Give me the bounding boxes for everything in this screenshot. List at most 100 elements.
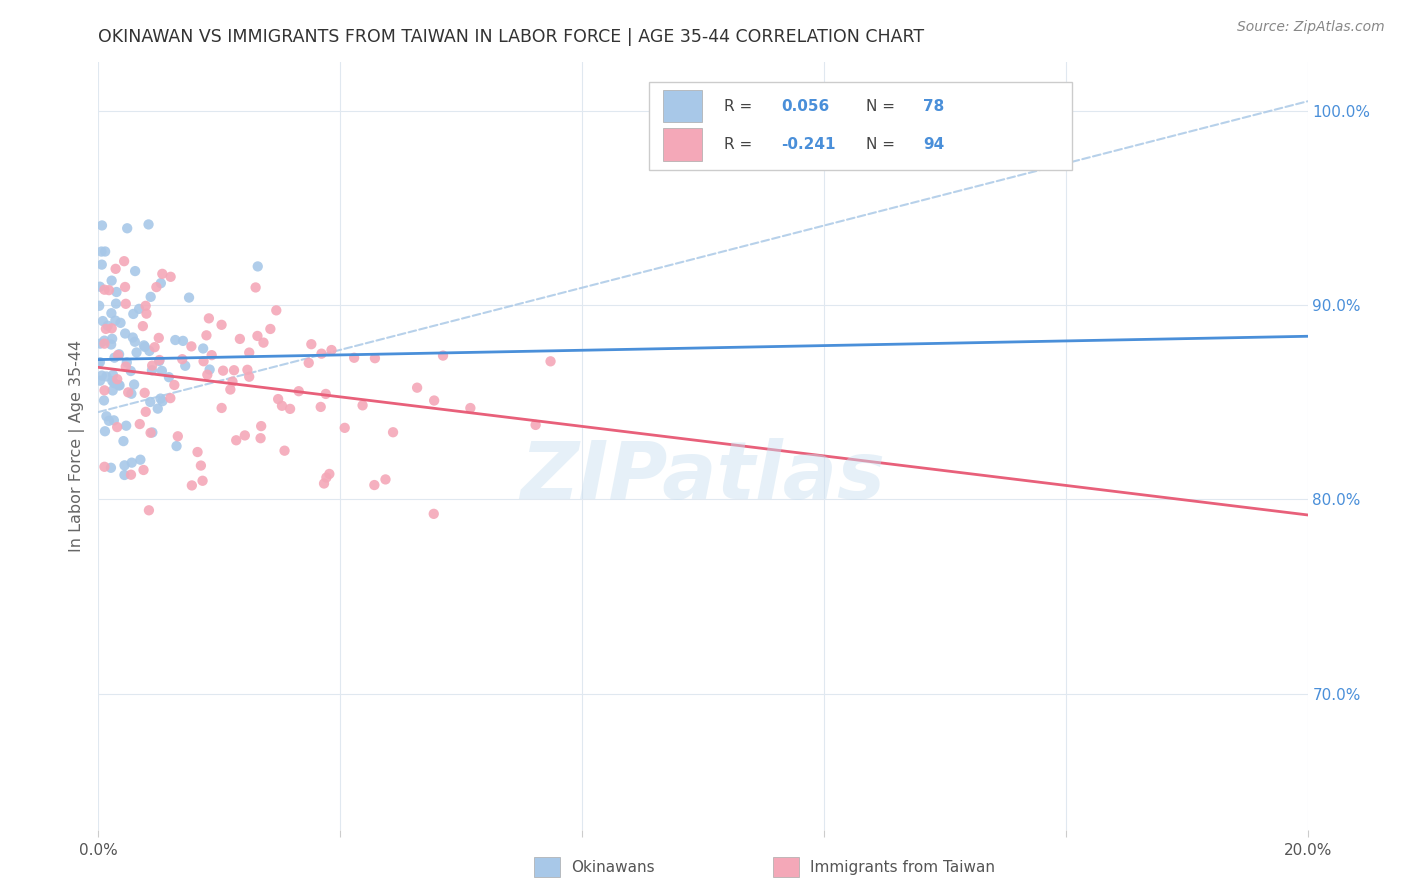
Text: OKINAWAN VS IMMIGRANTS FROM TAIWAN IN LABOR FORCE | AGE 35-44 CORRELATION CHART: OKINAWAN VS IMMIGRANTS FROM TAIWAN IN LA… — [98, 28, 925, 45]
Point — [159, 269, 181, 284]
Point — [141, 363, 163, 377]
Point — [180, 339, 202, 353]
Point — [103, 413, 125, 427]
Point — [382, 425, 405, 440]
Point — [432, 349, 454, 363]
Point — [124, 334, 146, 349]
Point — [103, 351, 125, 365]
Text: R =: R = — [724, 99, 756, 113]
Text: ZIPatlas: ZIPatlas — [520, 438, 886, 516]
Point — [233, 428, 256, 442]
Point — [246, 260, 269, 274]
Point — [120, 386, 142, 401]
Point — [89, 374, 111, 388]
Point — [105, 296, 128, 310]
Text: 94: 94 — [924, 137, 945, 152]
Point — [89, 355, 111, 369]
FancyBboxPatch shape — [648, 81, 1071, 169]
Point — [135, 299, 157, 313]
Point — [157, 370, 180, 384]
Point — [152, 394, 174, 409]
Point — [97, 318, 120, 333]
Point — [107, 348, 129, 362]
Point — [166, 429, 188, 443]
Point — [278, 401, 301, 416]
Point — [315, 387, 337, 401]
Point — [229, 332, 252, 346]
Text: Okinawans: Okinawans — [571, 860, 654, 874]
Point — [90, 244, 112, 259]
Text: -0.241: -0.241 — [782, 137, 837, 152]
Point — [122, 377, 145, 392]
Point — [187, 445, 209, 459]
Point — [141, 425, 163, 440]
Point — [93, 336, 115, 351]
Point — [165, 333, 187, 347]
Point — [93, 334, 115, 348]
Point — [198, 311, 221, 326]
Point — [238, 369, 260, 384]
Point — [172, 334, 194, 348]
Point — [134, 385, 156, 400]
Point — [180, 478, 202, 492]
Point — [114, 326, 136, 341]
Point — [190, 458, 212, 473]
Bar — [664, 90, 702, 122]
Point — [122, 307, 145, 321]
Point — [195, 328, 218, 343]
Point — [309, 400, 332, 414]
Point — [117, 385, 139, 400]
Point — [219, 383, 242, 397]
Point — [132, 319, 155, 334]
Point — [90, 258, 112, 272]
Point — [115, 221, 138, 235]
Point — [129, 452, 152, 467]
Point — [177, 291, 200, 305]
Point — [321, 343, 343, 357]
Point — [174, 359, 197, 373]
Point — [141, 359, 163, 373]
Point — [132, 338, 155, 352]
Point — [198, 362, 221, 376]
Point — [524, 417, 547, 432]
Point — [139, 290, 162, 304]
Point — [100, 306, 122, 320]
Point — [191, 474, 214, 488]
Point — [114, 297, 136, 311]
Point — [100, 460, 122, 475]
Text: N =: N = — [866, 137, 900, 152]
Point — [112, 434, 135, 449]
Point — [125, 345, 148, 359]
Point — [267, 392, 290, 406]
Point — [236, 363, 259, 377]
Point — [124, 264, 146, 278]
Point — [91, 219, 114, 233]
Point — [101, 332, 124, 346]
Point — [114, 359, 136, 374]
Point — [221, 375, 243, 389]
Point — [121, 330, 143, 344]
Point — [159, 391, 181, 405]
Point — [195, 368, 218, 382]
Point — [93, 459, 115, 474]
Point — [94, 424, 117, 438]
Point — [120, 467, 142, 482]
Point — [135, 405, 157, 419]
Point — [107, 378, 129, 392]
Point — [139, 395, 162, 409]
Point — [311, 346, 333, 360]
Point — [271, 399, 294, 413]
Point — [108, 347, 131, 361]
Point — [246, 329, 269, 343]
Point — [94, 244, 117, 259]
Point — [145, 280, 167, 294]
Point — [104, 261, 127, 276]
Point — [101, 384, 124, 398]
Point — [114, 468, 136, 483]
Point — [364, 351, 387, 366]
Bar — [664, 128, 702, 161]
Point — [148, 353, 170, 368]
Point — [312, 476, 335, 491]
Point — [211, 401, 233, 415]
Point — [193, 354, 215, 368]
